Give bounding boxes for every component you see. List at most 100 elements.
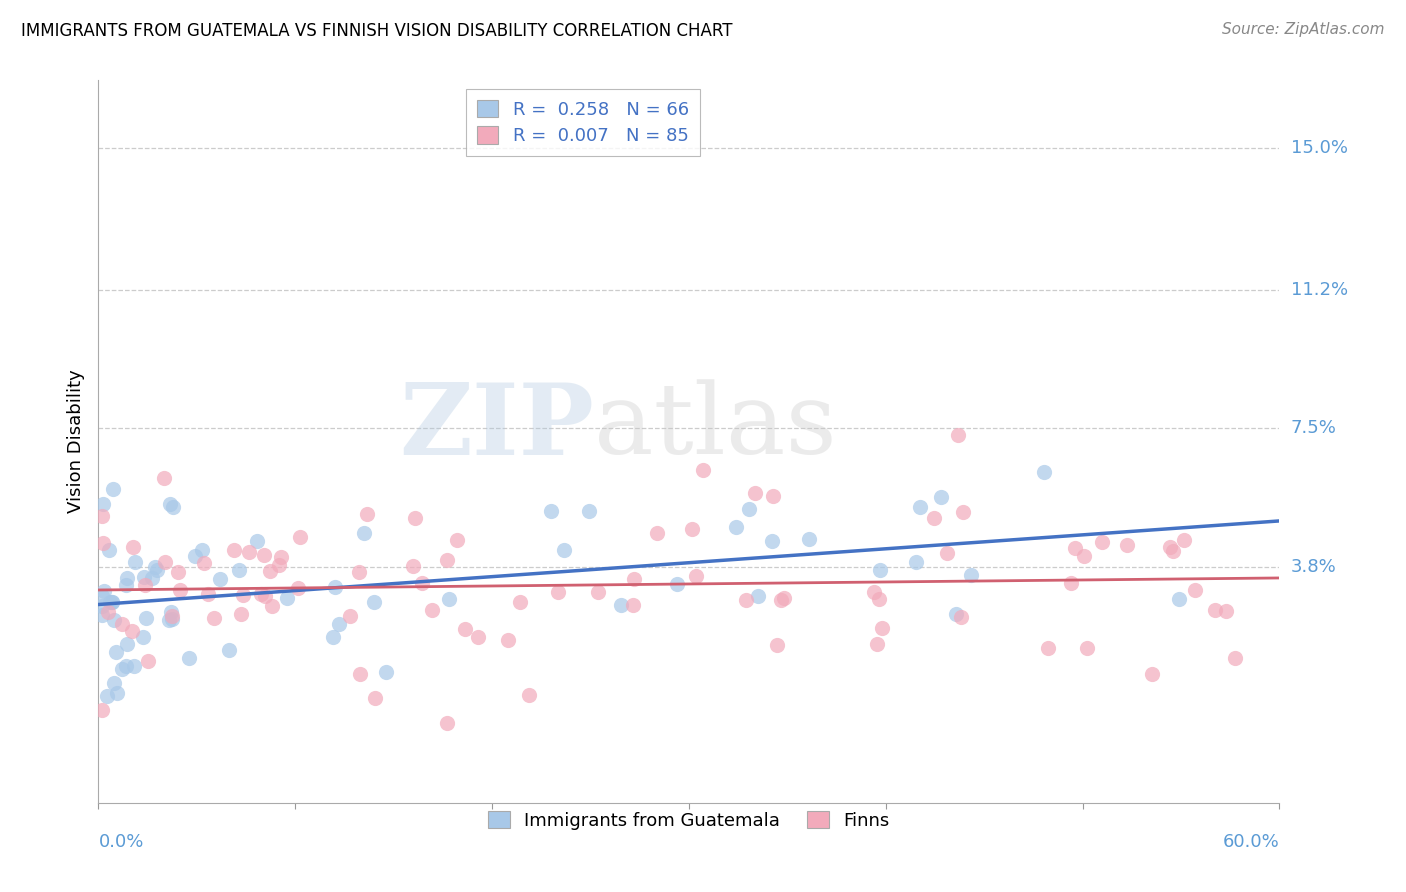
- Point: [260, 599, 283, 613]
- Point: [104, 645, 127, 659]
- Point: [761, 533, 783, 548]
- Point: [98, 595, 121, 609]
- Point: [1159, 540, 1181, 554]
- Point: [356, 508, 378, 522]
- Point: [153, 471, 176, 485]
- Point: [498, 633, 520, 648]
- Point: [960, 567, 983, 582]
- Point: [135, 610, 157, 624]
- Y-axis label: Vision Disability: Vision Disability: [66, 369, 84, 514]
- Text: ZIP: ZIP: [399, 378, 595, 475]
- Point: [363, 595, 385, 609]
- Point: [202, 611, 225, 625]
- Point: [1073, 549, 1095, 564]
- Point: [1215, 604, 1237, 618]
- Point: [193, 557, 215, 571]
- Point: [111, 662, 134, 676]
- Point: [124, 659, 146, 673]
- Point: [91, 599, 114, 613]
- Point: [136, 654, 159, 668]
- Point: [143, 560, 166, 574]
- Point: [103, 613, 125, 627]
- Point: [91, 703, 114, 717]
- Point: [115, 571, 138, 585]
- Point: [437, 591, 460, 606]
- Point: [103, 676, 125, 690]
- Point: [436, 715, 458, 730]
- Point: [100, 595, 122, 609]
- Point: [160, 612, 183, 626]
- Point: [623, 572, 645, 586]
- Point: [1032, 465, 1054, 479]
- Point: [91, 590, 114, 604]
- Point: [101, 482, 124, 496]
- Point: [162, 500, 184, 515]
- Point: [869, 563, 891, 577]
- Text: IMMIGRANTS FROM GUATEMALA VS FINNISH VISION DISABILITY CORRELATION CHART: IMMIGRANTS FROM GUATEMALA VS FINNISH VIS…: [21, 22, 733, 40]
- Point: [97, 542, 120, 557]
- Point: [141, 571, 163, 585]
- Point: [146, 564, 169, 578]
- Point: [868, 591, 890, 606]
- Text: 3.8%: 3.8%: [1291, 558, 1336, 576]
- Point: [259, 564, 281, 578]
- Point: [665, 576, 688, 591]
- Point: [124, 555, 146, 569]
- Point: [949, 610, 972, 624]
- Point: [517, 688, 540, 702]
- Point: [91, 497, 114, 511]
- Point: [929, 491, 952, 505]
- Point: [870, 621, 893, 635]
- Point: [797, 532, 820, 546]
- Text: 0.0%: 0.0%: [98, 833, 143, 851]
- Point: [1076, 640, 1098, 655]
- Point: [685, 569, 707, 583]
- Point: [254, 589, 277, 603]
- Point: [270, 549, 292, 564]
- Text: 7.5%: 7.5%: [1291, 419, 1337, 437]
- Point: [238, 545, 260, 559]
- Point: [339, 609, 361, 624]
- Point: [769, 593, 792, 607]
- Point: [115, 637, 138, 651]
- Point: [935, 546, 957, 560]
- Point: [208, 572, 231, 586]
- Point: [692, 463, 714, 477]
- Point: [276, 591, 298, 605]
- Point: [1060, 576, 1083, 591]
- Point: [738, 501, 761, 516]
- Point: [250, 587, 273, 601]
- Point: [122, 540, 145, 554]
- Point: [132, 570, 155, 584]
- Point: [114, 658, 136, 673]
- Point: [246, 534, 269, 549]
- Point: [1161, 543, 1184, 558]
- Point: [228, 564, 250, 578]
- Point: [322, 630, 344, 644]
- Point: [121, 624, 143, 638]
- Point: [269, 558, 291, 573]
- Point: [179, 651, 201, 665]
- Point: [91, 608, 114, 623]
- Point: [134, 578, 156, 592]
- Point: [922, 511, 945, 525]
- Point: [904, 555, 927, 569]
- Point: [1173, 533, 1195, 547]
- Point: [1204, 603, 1226, 617]
- Point: [404, 511, 426, 525]
- Point: [231, 607, 253, 621]
- Point: [610, 598, 633, 612]
- Point: [766, 638, 789, 652]
- Point: [132, 631, 155, 645]
- Point: [167, 566, 190, 580]
- Point: [328, 617, 350, 632]
- Point: [364, 691, 387, 706]
- Point: [446, 533, 468, 547]
- Point: [93, 583, 115, 598]
- Point: [1223, 650, 1246, 665]
- Point: [349, 666, 371, 681]
- Point: [1036, 640, 1059, 655]
- Legend: Immigrants from Guatemala, Finns: Immigrants from Guatemala, Finns: [481, 804, 897, 837]
- Point: [96, 690, 118, 704]
- Point: [218, 643, 240, 657]
